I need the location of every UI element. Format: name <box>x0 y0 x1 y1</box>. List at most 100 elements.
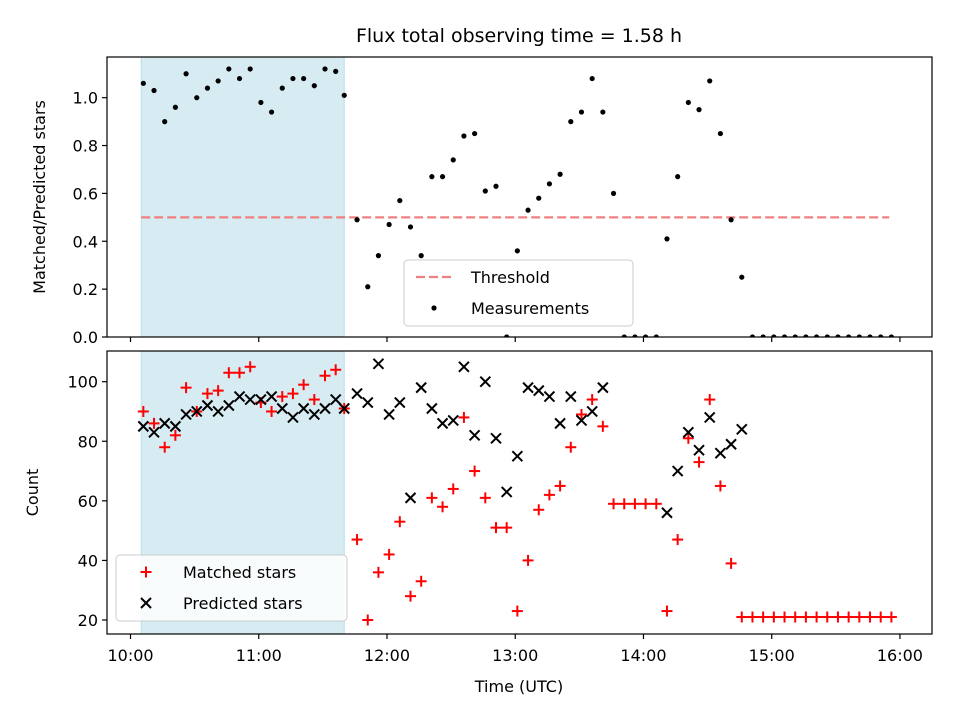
measurement-point <box>643 334 649 337</box>
predicted-star-point <box>597 381 609 394</box>
measurement-point <box>493 183 499 189</box>
x-tick-label: 10:00 <box>107 646 153 665</box>
measurement-point <box>685 99 691 106</box>
legend-measurement-handle <box>431 305 437 311</box>
measurement-point <box>268 109 275 115</box>
predicted-star-point <box>447 414 459 427</box>
matched-star-point <box>469 465 481 477</box>
predicted-star-point <box>682 426 695 439</box>
measurement-point <box>322 66 328 72</box>
measurement-point <box>717 130 724 137</box>
predicted-star-point <box>500 486 513 498</box>
matched-star-point <box>308 394 320 406</box>
matched-star-point <box>640 498 652 510</box>
measurement-point <box>429 174 435 180</box>
predicted-star-point <box>661 507 673 519</box>
matched-star-point <box>661 605 673 617</box>
predicted-star-point <box>223 399 235 412</box>
measurement-point <box>771 334 777 337</box>
matched-star-point <box>223 367 235 379</box>
measurement-point <box>397 197 403 204</box>
matched-star-point <box>650 498 662 510</box>
measurement-point <box>204 85 211 91</box>
predicted-star-point <box>436 417 449 430</box>
matched-star-point <box>276 391 288 403</box>
predicted-star-point <box>351 387 363 400</box>
predicted-star-point <box>479 375 492 388</box>
measurement-point <box>258 99 264 106</box>
measurement-point <box>846 334 852 337</box>
measurement-point <box>194 95 200 101</box>
matched-star-point <box>266 405 278 417</box>
predicted-star-point <box>522 381 534 394</box>
measurement-point <box>236 75 243 82</box>
matched-star-point <box>148 417 160 429</box>
predicted-star-point <box>201 399 214 412</box>
predicted-star-point <box>404 492 417 504</box>
matched-star-point <box>800 611 812 623</box>
predicted-star-point <box>276 402 288 415</box>
predicted-star-point <box>169 420 182 433</box>
matched-star-point <box>244 361 256 373</box>
measurement-point <box>621 334 627 337</box>
measurement-point <box>589 75 595 82</box>
measurement-point <box>311 83 317 89</box>
predicted-star-point <box>137 420 150 433</box>
matched-star-point <box>779 611 791 623</box>
matched-star-point <box>725 557 737 569</box>
measurement-point <box>151 87 157 94</box>
measurement-point <box>653 334 659 337</box>
measurement-point <box>386 221 392 228</box>
matched-star-point <box>404 590 416 602</box>
matched-star-point <box>629 498 641 510</box>
legend: Threshold Measurements <box>403 259 634 327</box>
x-tick-label: 14:00 <box>620 646 666 665</box>
matched-star-point <box>522 554 534 566</box>
predicted-star-point <box>297 402 310 415</box>
matched-star-point <box>746 611 758 623</box>
measurement-point <box>418 253 424 259</box>
measurement-point <box>482 188 488 194</box>
measurement-point <box>279 85 285 91</box>
matched-star-point <box>875 611 887 623</box>
measurement-point <box>578 109 585 115</box>
matched-star-point <box>287 388 299 400</box>
matched-star-point <box>682 432 694 444</box>
y-tick-label: 0.8 <box>73 137 98 156</box>
measurement-point <box>183 71 189 77</box>
legend-frame <box>403 259 634 327</box>
predicted-star-point <box>191 405 203 418</box>
predicted-star-point <box>575 414 588 427</box>
measurement-point <box>546 181 553 187</box>
matched-star-point <box>597 420 609 432</box>
legend-label: Predicted stars <box>183 594 303 613</box>
x-tick-label: 13:00 <box>492 646 538 665</box>
measurement-point <box>675 174 681 180</box>
matched-star-point <box>704 394 716 406</box>
predicted-star-point <box>362 396 374 409</box>
predicted-star-point <box>372 358 385 370</box>
measurement-point <box>739 274 745 280</box>
legend-matched-handle <box>140 566 152 578</box>
measurement-point <box>301 75 307 82</box>
y-tick-label: 0.2 <box>73 280 98 299</box>
matched-star-point <box>298 379 310 391</box>
matched-star-point <box>479 492 491 504</box>
matched-star-point <box>693 456 705 468</box>
matched-star-point <box>811 611 823 623</box>
matched-star-point <box>180 382 192 394</box>
measurement-point <box>450 157 456 163</box>
measurement-point <box>888 334 894 337</box>
matched-star-point <box>843 611 855 623</box>
matched-star-point <box>565 441 577 453</box>
matched-star-point <box>608 498 620 510</box>
measurement-point <box>568 119 574 125</box>
legend-label: Measurements <box>471 299 589 318</box>
matched-star-point <box>672 534 684 546</box>
y-tick-label: 0.6 <box>73 184 98 203</box>
predicted-star-point <box>533 384 545 397</box>
matched-star-point <box>832 611 844 623</box>
y-tick-label: 0.4 <box>73 232 98 251</box>
matched-star-point <box>853 611 865 623</box>
